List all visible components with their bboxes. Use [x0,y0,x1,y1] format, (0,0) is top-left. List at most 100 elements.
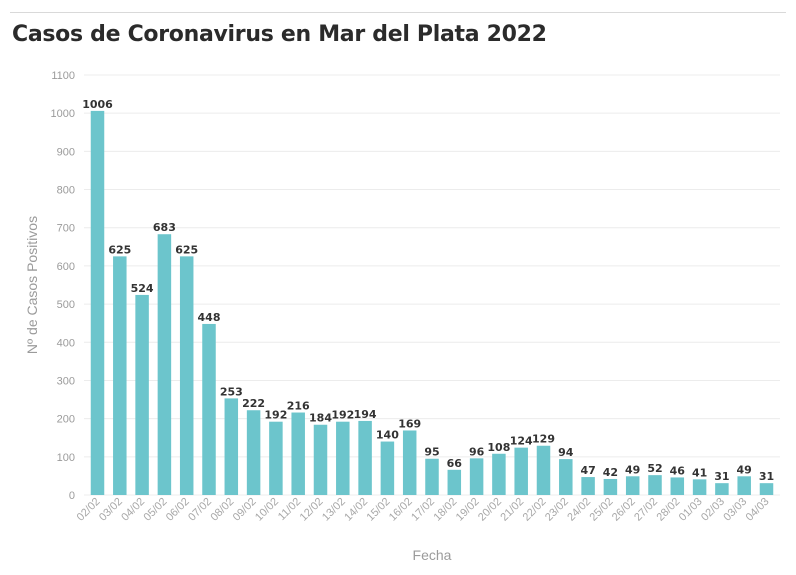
data-label: 625 [108,243,131,256]
x-tick-label: 02/03 [699,496,727,524]
x-tick-label: 21/02 [498,496,526,524]
top-divider [10,12,786,13]
x-tick-label: 01/03 [677,496,705,524]
bar [224,398,239,495]
y-tick-label: 400 [57,337,75,349]
x-axis-ticks: 02/0203/0204/0205/0206/0207/0208/0209/02… [75,496,772,524]
x-tick-label: 26/02 [610,496,638,524]
bar [625,476,640,495]
data-label: 222 [242,397,265,410]
x-tick-label: 28/02 [654,496,682,524]
data-label: 129 [532,433,555,446]
y-axis-title: Nº de Casos Positivos [24,216,40,354]
x-tick-label: 13/02 [320,496,348,524]
bar [135,294,149,495]
x-tick-label: 04/02 [119,496,147,524]
bar [202,323,216,495]
data-label: 41 [692,466,707,479]
y-tick-label: 1100 [51,70,75,82]
data-label: 1006 [82,98,113,111]
bar [113,256,127,495]
bar [670,477,685,495]
y-tick-label: 700 [57,223,75,235]
bar [269,421,283,495]
bar [447,469,462,495]
data-label: 625 [175,243,198,256]
bar [514,447,528,495]
bar [336,421,350,495]
x-tick-label: 22/02 [521,496,549,524]
grid-lines [84,74,780,496]
x-tick-label: 05/02 [142,496,170,524]
data-label: 94 [558,446,574,459]
y-tick-label: 0 [69,490,75,502]
x-tick-label: 27/02 [632,496,660,524]
data-label: 47 [580,464,595,477]
bar [737,476,751,495]
bar [759,483,774,495]
data-label: 66 [447,457,463,470]
y-tick-label: 300 [57,375,75,387]
data-label: 216 [287,400,310,413]
data-label: 194 [354,408,377,421]
bar [536,445,551,495]
bar [559,459,573,495]
bar [157,234,172,495]
bar [715,483,729,495]
data-label: 169 [398,417,421,430]
data-label: 192 [264,409,287,422]
x-tick-label: 25/02 [588,496,616,524]
bars [90,110,774,496]
x-tick-label: 20/02 [476,496,504,524]
y-tick-label: 500 [57,299,75,311]
bar [648,475,662,495]
x-tick-label: 11/02 [276,496,303,523]
bar [179,256,194,495]
bar [90,110,105,496]
data-label: 49 [625,463,640,476]
bar [313,424,328,495]
data-label: 253 [220,385,243,398]
data-label: 42 [603,466,618,479]
x-tick-label: 12/02 [298,496,326,524]
x-tick-label: 14/02 [342,496,370,524]
data-label: 46 [670,464,686,477]
x-tick-label: 17/02 [409,496,437,524]
y-tick-label: 800 [57,185,75,197]
x-tick-label: 18/02 [431,496,459,524]
data-label: 184 [309,412,332,425]
y-tick-label: 1000 [51,108,75,120]
x-tick-label: 03/02 [97,496,125,524]
data-label: 683 [153,221,176,234]
y-tick-label: 600 [57,261,75,273]
data-label: 524 [131,282,154,295]
x-tick-label: 08/02 [208,496,236,524]
x-tick-label: 04/03 [744,496,772,524]
data-label: 31 [759,470,774,483]
y-tick-label: 900 [57,146,75,158]
y-axis-ticks: 0 100 200 300 400 500 600 700 800 900 1000 1100 [51,70,75,502]
x-tick-label: 09/02 [231,496,259,524]
bar [492,453,506,495]
x-tick-label: 24/02 [565,496,593,524]
x-tick-label: 06/02 [164,496,192,524]
bar [358,420,372,495]
data-label: 96 [469,445,485,458]
data-label: 124 [510,435,533,448]
x-tick-label: 23/02 [543,496,571,524]
data-label: 31 [714,470,729,483]
bar [425,458,439,495]
x-tick-label: 10/02 [253,496,281,524]
x-tick-label: 02/02 [75,496,103,524]
bar [380,441,395,495]
data-label: 108 [487,441,510,454]
bar [291,412,305,495]
data-label: 140 [376,429,399,442]
data-label: 52 [647,462,662,475]
x-tick-label: 03/03 [721,496,749,524]
data-label: 95 [424,446,439,459]
bar [692,479,707,495]
bar [246,410,261,495]
